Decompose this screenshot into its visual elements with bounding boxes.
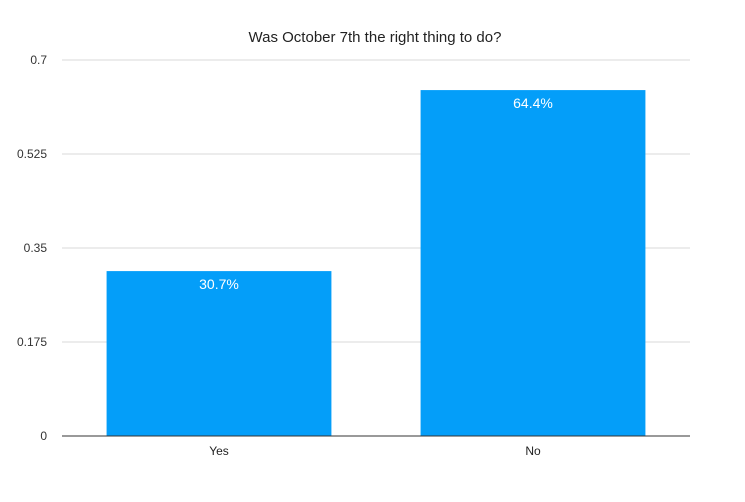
bars: 30.7% 64.4% xyxy=(106,90,646,436)
bar-yes xyxy=(106,271,332,436)
x-category-label: No xyxy=(525,444,541,458)
y-tick-label: 0.525 xyxy=(17,147,47,161)
x-category-label: Yes xyxy=(209,444,229,458)
y-tick-label: 0.7 xyxy=(30,53,47,67)
y-tick-label: 0 xyxy=(40,429,47,443)
bar-no xyxy=(420,90,646,436)
x-axis-categories: Yes No xyxy=(209,444,541,458)
y-tick-label: 0.175 xyxy=(17,335,47,349)
data-label: 64.4% xyxy=(513,95,553,111)
y-axis-ticks: 0 0.175 0.35 0.525 0.7 xyxy=(17,53,47,443)
data-label: 30.7% xyxy=(199,276,239,292)
y-tick-label: 0.35 xyxy=(24,241,48,255)
chart-title: Was October 7th the right thing to do? xyxy=(249,29,502,46)
